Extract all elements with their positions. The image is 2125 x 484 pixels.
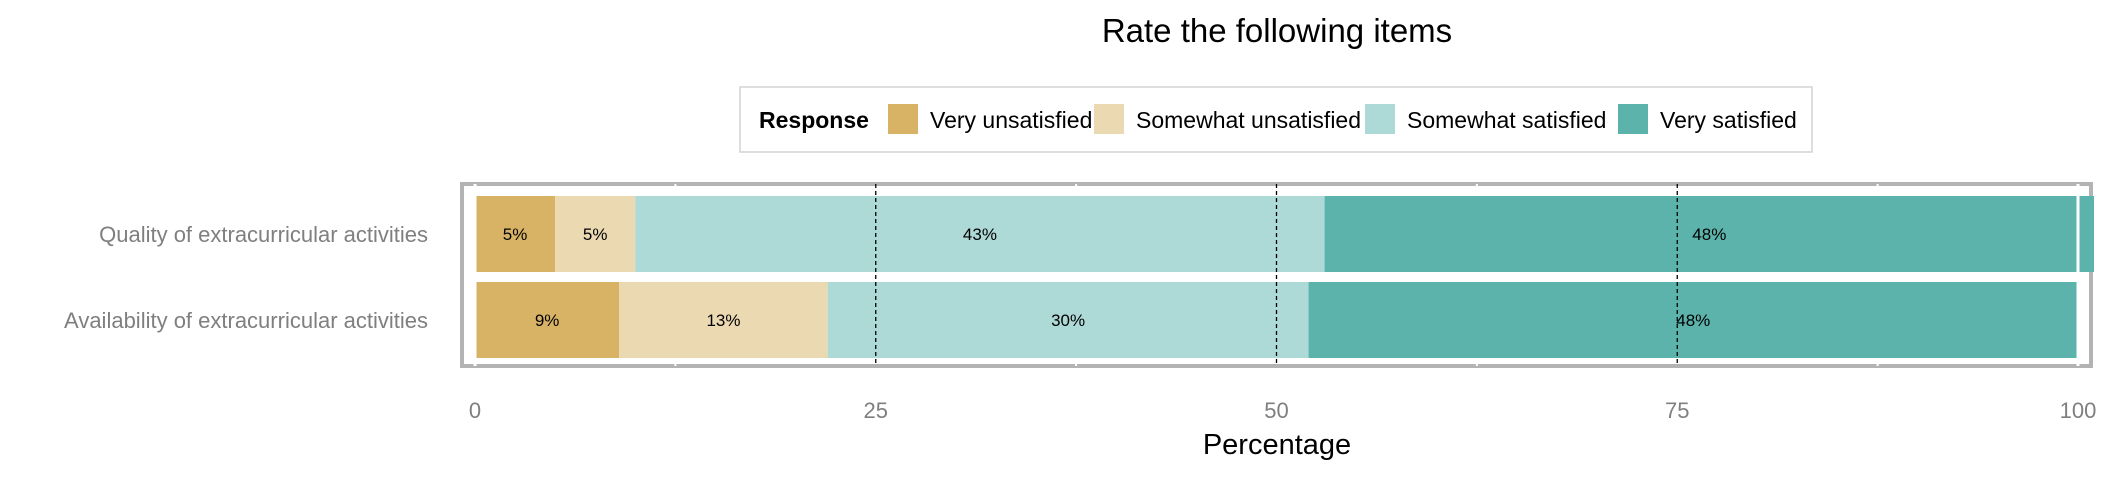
x-tick-label: 25 (864, 398, 888, 423)
x-tick-label: 75 (1665, 398, 1689, 423)
data-label: 48% (1676, 311, 1710, 330)
data-label: 5% (583, 225, 608, 244)
bar-segment (827, 282, 1309, 358)
legend-title: Response (759, 107, 869, 133)
chart-title: Rate the following items (1102, 12, 1452, 49)
data-label: 30% (1051, 311, 1085, 330)
legend: Response Very unsatisfied Somewhat unsati… (739, 86, 1813, 153)
data-label: 9% (535, 311, 560, 330)
data-label: 43% (963, 225, 997, 244)
legend-label: Very satisfied (1660, 107, 1797, 133)
category-label: Quality of extracurricular activities (99, 222, 428, 247)
category-label: Availability of extracurricular activiti… (64, 308, 428, 333)
bar-segment (1324, 196, 2095, 272)
bar-segment (475, 282, 620, 358)
legend-label: Somewhat unsatisfied (1136, 107, 1361, 133)
bar-segment (555, 196, 636, 272)
legend-label: Very unsatisfied (930, 107, 1092, 133)
legend-key (1094, 104, 1124, 134)
data-label: 5% (503, 225, 528, 244)
bar-segment (1308, 282, 2078, 358)
bar-segment (475, 196, 556, 272)
legend-key (888, 104, 918, 134)
bar-segment (619, 282, 828, 358)
x-tick-label: 100 (2060, 398, 2097, 423)
x-tick-label: 0 (469, 398, 481, 423)
x-axis-title: Percentage (1203, 429, 1351, 461)
data-label: 13% (706, 311, 740, 330)
legend-items: Very unsatisfied Somewhat unsatisfied Some… (888, 104, 1797, 134)
plot-area: 5% 5% 43% 48% Quality of extracurricular act… (64, 182, 2097, 423)
data-label: 48% (1692, 225, 1726, 244)
legend-label: Somewhat satisfied (1407, 107, 1606, 133)
legend-key (1365, 104, 1395, 134)
legend-key (1618, 104, 1648, 134)
bar-segment (635, 196, 1325, 272)
x-tick-label: 50 (1264, 398, 1288, 423)
